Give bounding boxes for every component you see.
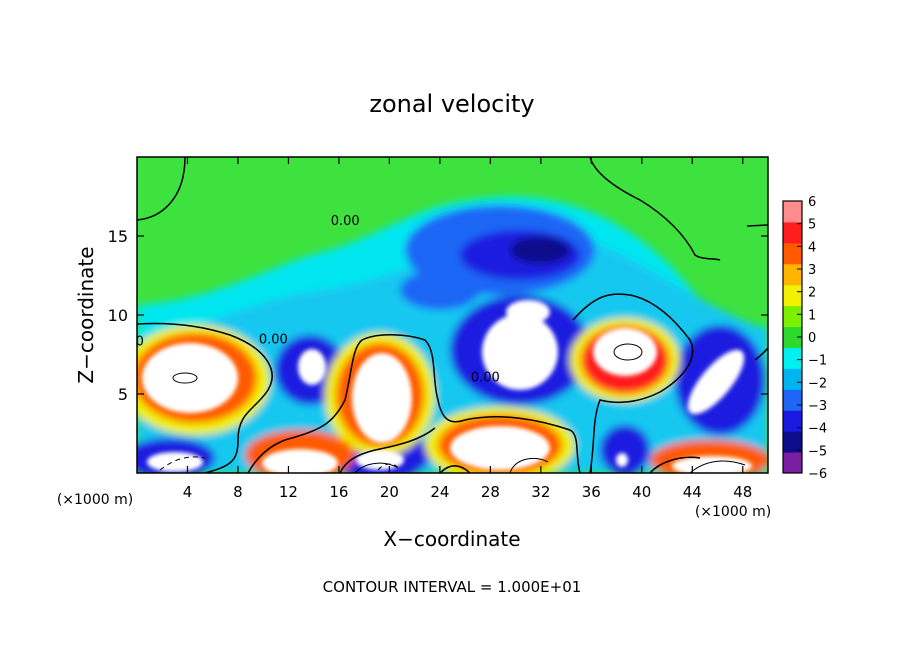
colorbar-tick-label: −1 xyxy=(808,354,827,369)
colorbar-tick-label: −4 xyxy=(808,422,827,437)
x-unit-left: (×1000 m) xyxy=(57,492,133,508)
x-tick-label: 16 xyxy=(329,483,348,501)
contour-label: 0.00 xyxy=(115,334,144,349)
colorbar-tick-label: −5 xyxy=(808,444,827,459)
y-tick-label: 15 xyxy=(108,227,128,246)
colorbar-swatch xyxy=(783,452,802,474)
contour-label: 0.00 xyxy=(471,371,500,386)
colorbar-swatch xyxy=(783,284,802,307)
y-tick-label: 10 xyxy=(108,306,128,325)
contour-label: 0.00 xyxy=(259,333,288,348)
x-tick-label: 20 xyxy=(380,483,399,501)
x-tick-label: 12 xyxy=(279,483,298,501)
colorbar-tick-label: 3 xyxy=(808,263,816,278)
x-tick-label: 36 xyxy=(582,483,601,501)
chart-title: zonal velocity xyxy=(369,90,534,118)
x-tick-label: 44 xyxy=(683,483,702,501)
colorbar-swatch xyxy=(783,263,802,286)
colorbar-tick-label: −6 xyxy=(808,467,827,482)
colorbar-swatch xyxy=(783,431,802,453)
x-unit-right: (×1000 m) xyxy=(695,504,771,520)
x-tick-label: 28 xyxy=(481,483,500,501)
colorbar-swatch xyxy=(783,410,802,432)
x-tick-label: 48 xyxy=(733,483,752,501)
colorbar-swatch xyxy=(783,305,802,328)
colorbar-tick-label: 4 xyxy=(808,240,816,255)
x-tick-label: 32 xyxy=(531,483,550,501)
colorbar-tick-label: −3 xyxy=(808,399,827,414)
x-tick-label: 24 xyxy=(430,483,449,501)
contour-interval-note: CONTOUR INTERVAL = 1.000E+01 xyxy=(323,578,582,596)
colorbar-tick-label: 0 xyxy=(808,331,816,346)
y-axis: 5 10 15 xyxy=(108,227,768,404)
colorbar-swatch xyxy=(783,368,802,390)
heatmap-field: 0.00 0.00 0.00 0.00 xyxy=(115,157,768,473)
x-axis: 4 8 12 16 20 24 28 32 36 40 44 48 xyxy=(183,157,752,501)
x-tick-label: 40 xyxy=(632,483,651,501)
colorbar-tick-label: 1 xyxy=(808,308,816,323)
x-tick-label: 4 xyxy=(183,483,193,501)
colorbar-swatch xyxy=(783,326,802,348)
x-axis-label: X−coordinate xyxy=(383,527,520,551)
colorbar-swatch xyxy=(783,201,802,223)
colorbar-swatch xyxy=(783,389,802,411)
colorbar-tick-label: 5 xyxy=(808,218,816,233)
colorbar-swatch xyxy=(783,221,802,244)
colorbar-tick-label: 6 xyxy=(808,195,816,210)
colorbar-tick-label: 2 xyxy=(808,286,816,301)
colorbar: 6 5 4 3 2 1 0 −1 −2 −3 −4 −5 −6 xyxy=(782,195,827,482)
y-tick-label: 5 xyxy=(118,385,128,404)
x-tick-label: 8 xyxy=(233,483,243,501)
colorbar-tick-label: −2 xyxy=(808,376,827,391)
contour-label: 0.00 xyxy=(331,214,360,229)
y-axis-label: Z−coordinate xyxy=(74,246,98,383)
colorbar-swatch xyxy=(783,347,802,369)
colorbar-swatch xyxy=(783,242,802,265)
